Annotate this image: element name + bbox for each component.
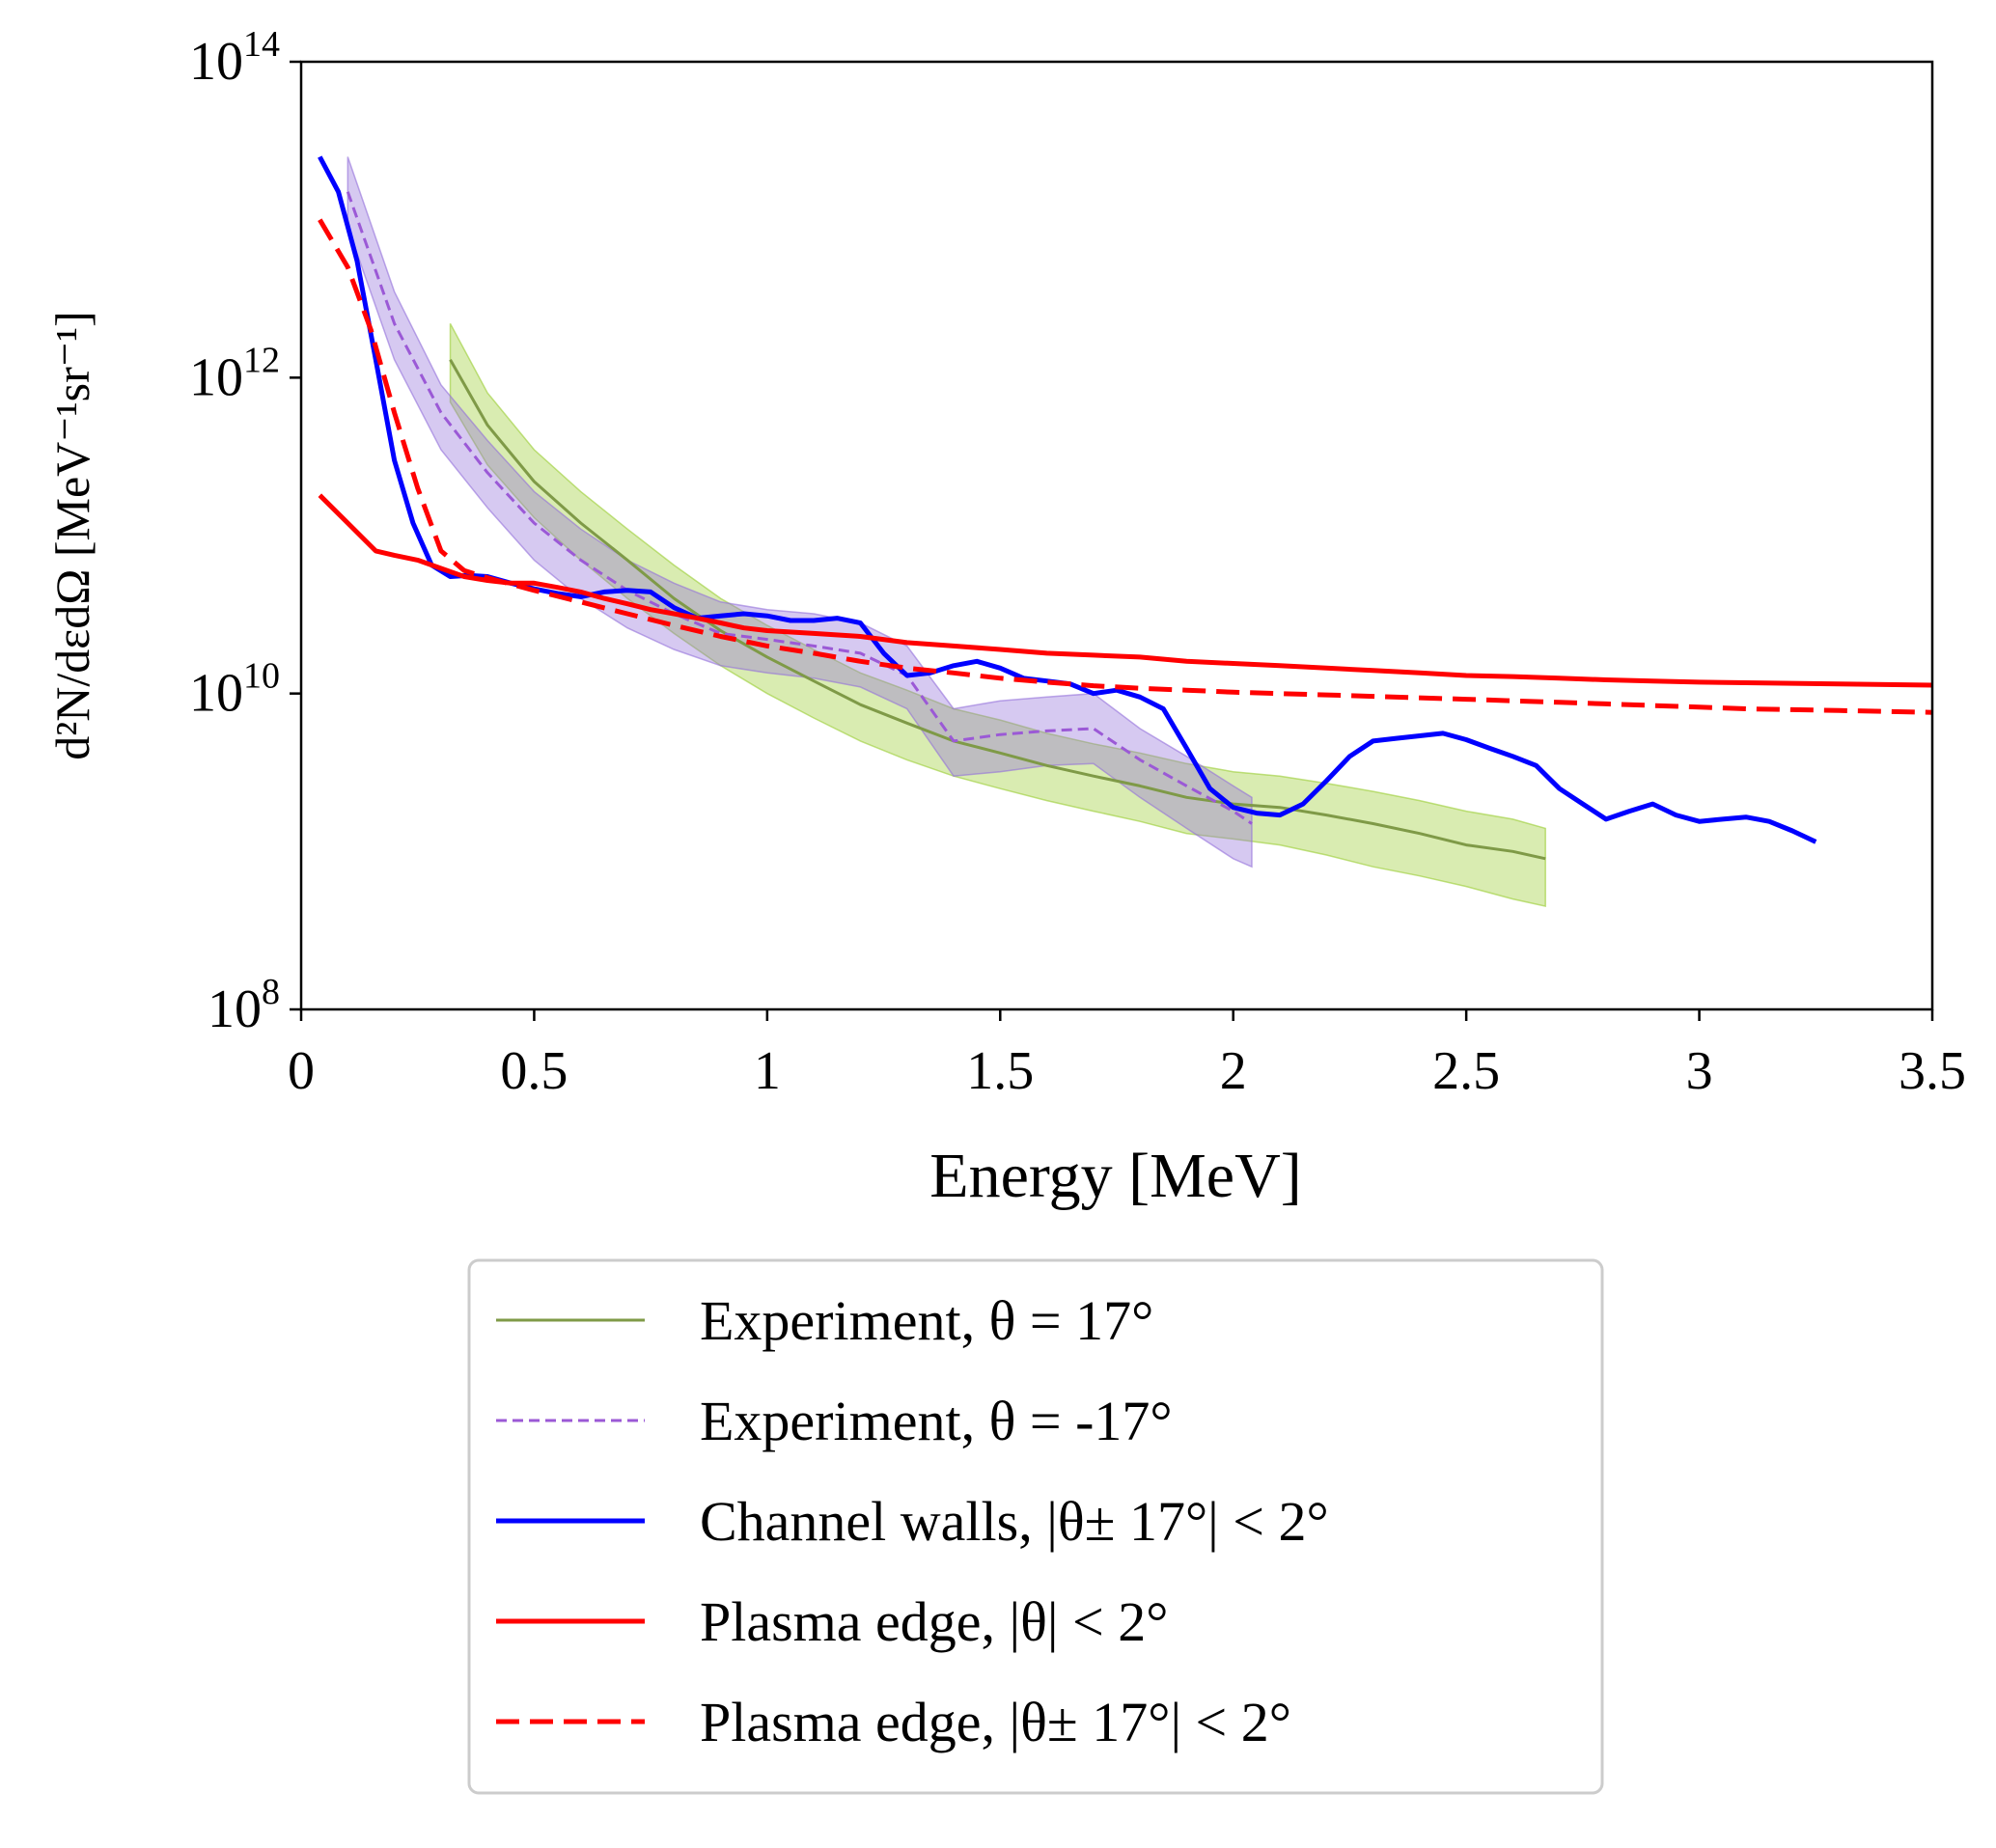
legend-label: Experiment, θ = -17° (700, 1390, 1173, 1452)
legend-label: Plasma edge, |θ± 17°| < 2° (700, 1691, 1291, 1753)
series-lines (318, 155, 1932, 861)
line-plasma-edge-17-2 (318, 218, 1932, 715)
x-tick-label: 0 (288, 1041, 315, 1101)
legend-label: Experiment, θ = 17° (700, 1289, 1153, 1352)
legend-frame (467, 1258, 1604, 1795)
legend-label: Channel walls, |θ± 17°| < 2° (700, 1490, 1329, 1553)
band-experiment-17 (347, 156, 1253, 869)
x-tick-label: 2 (1220, 1041, 1247, 1101)
y-tick-label: 1014 (189, 24, 280, 92)
legend: Experiment, θ = 17° Experiment, θ = -17° C… (467, 1258, 1604, 1795)
y-axis-label: d²N/dεdΩ [MeV⁻¹sr⁻¹] (45, 311, 99, 760)
x-tick-label: 3.5 (1899, 1041, 1966, 1101)
points-experiment-17 (450, 359, 1546, 859)
x-tick-label: 1 (754, 1041, 781, 1101)
x-axis: 0 0.5 1 1.5 2 2.5 3 3.5 (288, 1009, 1966, 1101)
x-tick-label: 1.5 (966, 1041, 1034, 1101)
x-axis-label: Energy [MeV] (929, 1141, 1302, 1211)
y-axis: 108 1010 1012 1014 (189, 24, 301, 1039)
points-plasma-edge-17-2 (319, 219, 1932, 713)
y-tick-label: 108 (208, 972, 280, 1039)
x-tick-label: 3 (1686, 1041, 1713, 1101)
x-tick-label: 2.5 (1432, 1041, 1500, 1101)
legend-label: Plasma edge, |θ| < 2° (700, 1590, 1168, 1653)
points-plasma-edge-2 (319, 495, 1932, 686)
plot-frame (299, 60, 1934, 1011)
y-tick-label: 1010 (189, 656, 280, 724)
y-tick-label: 1012 (189, 340, 280, 407)
uncertainty-bands (347, 156, 1546, 908)
x-tick-label: 0.5 (500, 1041, 568, 1101)
